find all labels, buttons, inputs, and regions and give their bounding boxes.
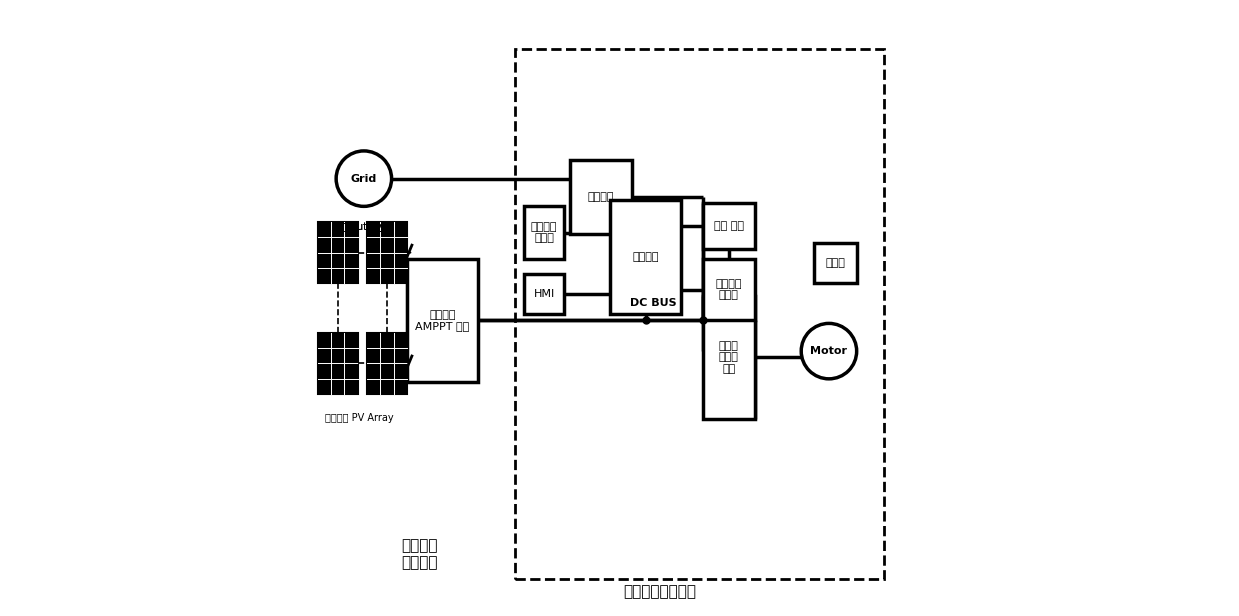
Bar bbox=[514, 49, 885, 579]
Bar bbox=[570, 160, 632, 234]
Bar bbox=[406, 259, 478, 382]
Text: DC BUS: DC BUS bbox=[631, 298, 676, 308]
Bar bbox=[703, 259, 755, 320]
Text: 系统内开
关电路: 系统内开 关电路 bbox=[716, 278, 742, 301]
Bar bbox=[367, 333, 406, 394]
Text: 控制部分: 控制部分 bbox=[632, 252, 659, 262]
Text: Grid: Grid bbox=[351, 174, 377, 184]
Text: 光伏功率
调节模块: 光伏功率 调节模块 bbox=[401, 538, 437, 570]
Bar bbox=[703, 296, 755, 419]
Text: 温度 采集: 温度 采集 bbox=[714, 221, 743, 232]
Text: Motor: Motor bbox=[810, 346, 847, 356]
Text: 电网 utility: 电网 utility bbox=[342, 222, 385, 232]
Text: 三相交
流驱动
模块: 三相交 流驱动 模块 bbox=[719, 341, 738, 374]
Bar bbox=[524, 274, 564, 314]
Bar bbox=[814, 243, 856, 283]
Bar bbox=[367, 222, 406, 283]
Circle shape bbox=[802, 323, 856, 379]
Bar bbox=[317, 333, 358, 394]
Text: 风机等系
统控制: 风机等系 统控制 bbox=[530, 222, 558, 243]
Circle shape bbox=[336, 151, 392, 206]
Text: 光伏阵列 PV Array: 光伏阵列 PV Array bbox=[325, 413, 394, 423]
Bar bbox=[524, 206, 564, 259]
Text: 光伏升压
AMPPT 模块: 光伏升压 AMPPT 模块 bbox=[415, 309, 470, 331]
Bar bbox=[611, 200, 681, 314]
Bar bbox=[317, 222, 358, 283]
Text: 市电变频空调系统: 市电变频空调系统 bbox=[623, 584, 696, 599]
Text: 遥控器: 遥控器 bbox=[825, 258, 845, 269]
Text: HMI: HMI bbox=[534, 289, 555, 299]
Text: 电网 utility: 电网 utility bbox=[342, 222, 385, 232]
Text: 整流模块: 整流模块 bbox=[587, 192, 615, 202]
Bar bbox=[703, 203, 755, 249]
